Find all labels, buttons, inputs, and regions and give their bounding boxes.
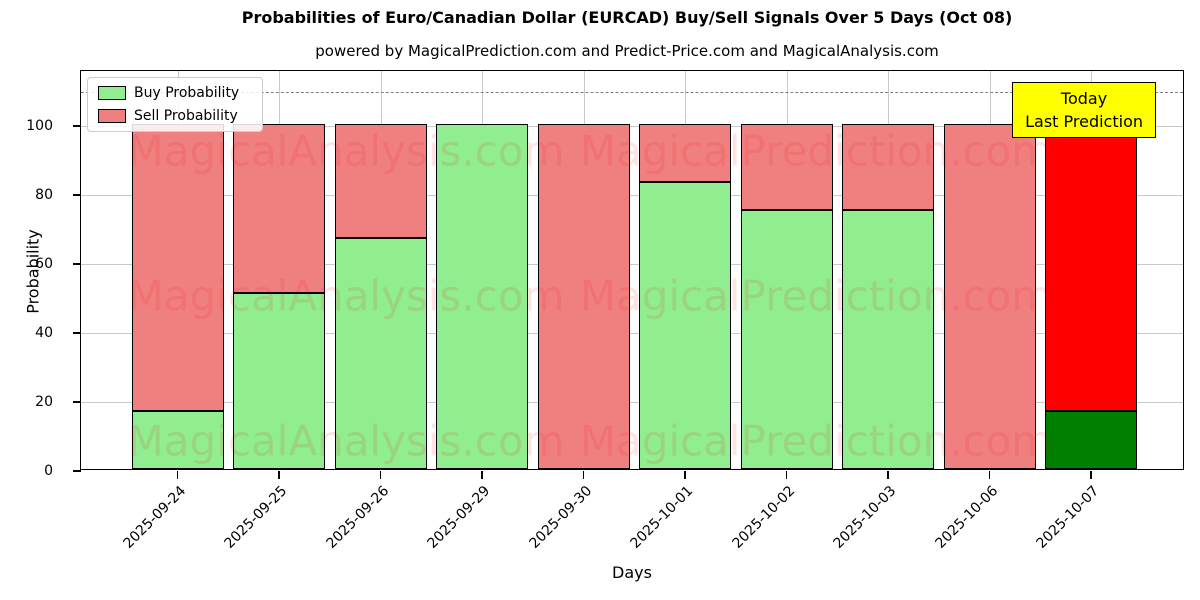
sell-bar-segment [842, 124, 934, 211]
x-tick-mark [887, 471, 889, 479]
legend-item-buy: Buy Probability [98, 85, 252, 101]
x-tick-mark [582, 471, 585, 479]
y-tick-mark [73, 470, 81, 472]
buy-bar-segment [334, 237, 427, 469]
sell-swatch-icon [98, 109, 126, 123]
h-gridline [81, 402, 1183, 404]
annotation-line2: Last Prediction [1025, 112, 1143, 132]
buy-swatch-icon [98, 86, 126, 100]
today-annotation: Today Last Prediction [1012, 82, 1156, 139]
buy-bar-segment [233, 293, 325, 469]
legend: Buy Probability Sell Probability [87, 77, 263, 132]
sell-bar-segment [334, 124, 427, 238]
plot-area: Buy Probability Sell Probability Today L… [26, 70, 1184, 552]
buy-bar-segment [1045, 411, 1137, 469]
x-tick-mark [379, 471, 382, 479]
buy-bar-segment [436, 124, 528, 469]
sell-bar-segment [131, 124, 224, 412]
y-tick-mark [73, 263, 81, 265]
dashed-threshold-line [81, 91, 1183, 93]
x-tick-mark [481, 471, 483, 479]
h-gridline [81, 264, 1183, 266]
y-tick-mark [73, 332, 81, 334]
buy-bar-segment [131, 411, 224, 469]
sell-bar-segment [943, 124, 1036, 469]
y-tick-mark [73, 194, 81, 196]
y-tick-label: 100 [26, 118, 53, 135]
x-tick-mark [176, 471, 179, 479]
x-axis-label: Days [612, 563, 652, 582]
buy-bar-segment [639, 181, 731, 469]
y-tick-label: 20 [35, 394, 53, 411]
x-tick-label: 2025-09-24 [119, 483, 189, 552]
sell-bar-segment [537, 124, 630, 469]
x-tick-mark [278, 471, 280, 479]
sell-bar-segment [1045, 124, 1137, 412]
x-tick-mark [988, 471, 991, 479]
h-gridline [81, 195, 1183, 197]
h-gridline [81, 126, 1183, 128]
h-gridline [81, 333, 1183, 335]
sell-bar-segment [233, 124, 325, 294]
chart-title: Probabilities of Euro/Canadian Dollar (E… [241, 8, 1013, 27]
chart-subtitle: powered by MagicalPrediction.com and Pre… [315, 42, 939, 60]
y-tick-mark [73, 401, 81, 403]
y-tick-label: 0 [44, 463, 53, 479]
legend-label-buy: Buy Probability [134, 85, 240, 101]
y-tick-label: 80 [35, 187, 53, 204]
legend-label-sell: Sell Probability [134, 108, 238, 124]
y-tick-mark [73, 125, 81, 127]
buy-bar-segment [740, 210, 833, 469]
x-tick-mark [785, 471, 788, 479]
sell-bar-segment [639, 124, 731, 182]
x-tick-mark [684, 471, 686, 479]
y-tick-label: 40 [35, 325, 53, 342]
sell-bar-segment [740, 124, 833, 211]
buy-bar-segment [842, 210, 934, 469]
x-tick-mark [1090, 471, 1092, 479]
annotation-line1: Today [1060, 89, 1108, 108]
y-tick-label: 60 [35, 256, 53, 273]
legend-item-sell: Sell Probability [98, 108, 252, 124]
